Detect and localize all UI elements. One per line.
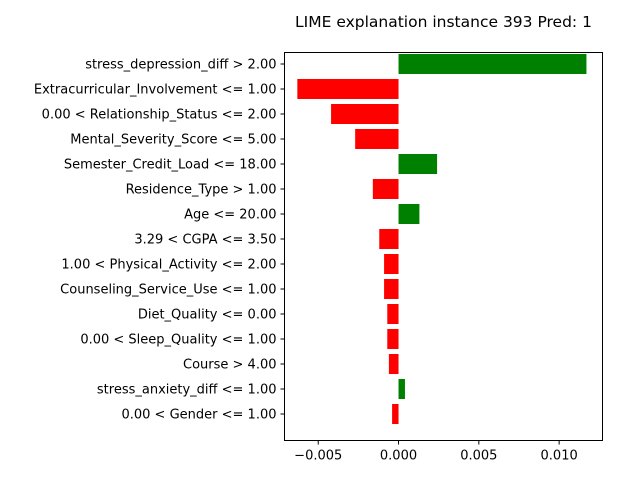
y-tick-label: Counseling_Service_Use <= 1.00 — [60, 283, 276, 298]
x-ticks-layer: −0.005 0.000 0.005 0.010 — [294, 440, 578, 464]
bar-8 — [384, 254, 399, 274]
bar-2 — [331, 104, 399, 124]
y-tick-label: Age <= 20.00 — [184, 208, 276, 223]
y-tick-label: 0.00 < Gender <= 1.00 — [121, 408, 276, 423]
bar-7 — [379, 229, 399, 249]
bar-3 — [355, 129, 399, 149]
bar-5 — [372, 179, 399, 199]
y-tick-label: stress_anxiety_diff <= 1.00 — [97, 383, 277, 398]
y-tick-label: Course > 4.00 — [183, 358, 277, 373]
y-tick-label: Diet_Quality <= 0.00 — [138, 308, 277, 323]
bar-13 — [398, 379, 405, 399]
bar-10 — [387, 304, 399, 324]
bars-layer — [297, 54, 587, 424]
y-tick-label: 1.00 < Physical_Activity <= 2.00 — [61, 258, 276, 273]
y-tick-label: 0.00 < Sleep_Quality <= 1.00 — [80, 333, 276, 348]
bar-1 — [297, 79, 399, 99]
bar-9 — [384, 279, 399, 299]
y-tick-label: 0.00 < Relationship_Status <= 2.00 — [42, 108, 277, 123]
y-tick-label: Mental_Severity_Score <= 5.00 — [70, 133, 276, 148]
y-tick-label: Extracurricular_Involvement <= 1.00 — [34, 83, 277, 98]
bar-4 — [398, 154, 438, 174]
x-tick-label: 0.005 — [460, 449, 497, 464]
y-tick-label: stress_depression_diff > 2.00 — [85, 58, 276, 73]
bar-12 — [388, 354, 399, 374]
bar-11 — [387, 329, 399, 349]
y-tick-label: 3.29 < CGPA <= 3.50 — [134, 233, 276, 248]
chart-title: LIME explanation instance 393 Pred: 1 — [295, 13, 592, 31]
x-tick-label: 0.010 — [541, 449, 578, 464]
bar-6 — [398, 204, 420, 224]
y-ticks-layer: stress_depression_diff > 2.00 Extracurric… — [34, 58, 285, 423]
y-tick-label: Semester_Credit_Load <= 18.00 — [64, 158, 277, 173]
bar-14 — [392, 404, 399, 424]
x-tick-label: −0.005 — [294, 449, 342, 464]
bar-0 — [398, 54, 587, 74]
x-tick-label: 0.000 — [380, 449, 417, 464]
y-tick-label: Residence_Type > 1.00 — [126, 183, 277, 198]
plot-frame — [284, 52, 603, 441]
